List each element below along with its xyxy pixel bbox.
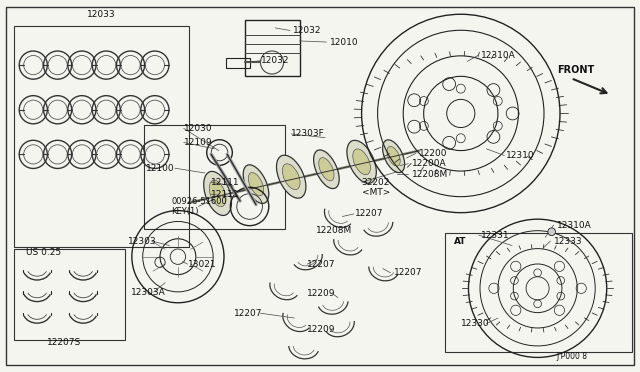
Text: FRONT: FRONT <box>557 65 594 75</box>
Text: 12200A: 12200A <box>412 159 446 168</box>
Ellipse shape <box>319 158 334 181</box>
Text: 12010: 12010 <box>330 38 358 46</box>
Text: KEY(1): KEY(1) <box>172 207 199 216</box>
Ellipse shape <box>204 171 232 215</box>
Bar <box>14 26 189 247</box>
Ellipse shape <box>243 165 269 203</box>
Text: 12111: 12111 <box>211 190 240 199</box>
Text: 12208M: 12208M <box>316 226 352 235</box>
Text: 12208M: 12208M <box>412 170 448 179</box>
Text: 12033: 12033 <box>87 10 115 19</box>
Text: 12330: 12330 <box>461 319 490 328</box>
Ellipse shape <box>282 164 300 190</box>
Bar <box>445 232 632 352</box>
Ellipse shape <box>314 150 339 189</box>
Text: 12207: 12207 <box>234 309 262 318</box>
Text: 12310A: 12310A <box>481 51 516 60</box>
Ellipse shape <box>248 173 264 196</box>
Bar <box>144 125 285 229</box>
Text: 13021: 13021 <box>188 260 216 269</box>
Text: 12032: 12032 <box>261 56 290 65</box>
Text: 12303F: 12303F <box>291 129 325 138</box>
Text: 12111: 12111 <box>211 178 240 187</box>
Text: US 0.25: US 0.25 <box>26 248 61 257</box>
Text: 12207: 12207 <box>307 260 336 269</box>
Text: J P000 8: J P000 8 <box>557 352 588 360</box>
Text: 12333: 12333 <box>554 237 582 246</box>
Text: 12109: 12109 <box>184 138 212 147</box>
Text: 12303: 12303 <box>128 237 157 246</box>
Text: 12207: 12207 <box>394 268 422 277</box>
Text: 12032: 12032 <box>293 26 322 35</box>
Bar <box>226 58 250 68</box>
Text: 00926-51600: 00926-51600 <box>172 197 227 206</box>
Ellipse shape <box>347 140 376 183</box>
Text: 12207: 12207 <box>355 209 384 218</box>
Circle shape <box>548 228 556 235</box>
Text: 12303A: 12303A <box>131 288 166 296</box>
Bar <box>245 20 300 76</box>
Bar <box>14 249 125 340</box>
Text: <MT>: <MT> <box>362 188 390 197</box>
Text: 12200: 12200 <box>419 149 448 158</box>
Text: 32202: 32202 <box>362 178 390 187</box>
Text: 12310A: 12310A <box>557 221 591 230</box>
Ellipse shape <box>353 149 371 175</box>
Text: 12100: 12100 <box>146 164 175 173</box>
Text: 12209: 12209 <box>307 289 336 298</box>
Ellipse shape <box>387 147 400 166</box>
Ellipse shape <box>209 180 226 207</box>
Text: 12207S: 12207S <box>47 339 81 347</box>
Text: 12209: 12209 <box>307 326 336 334</box>
Ellipse shape <box>276 155 306 198</box>
Text: AT: AT <box>454 237 467 246</box>
Text: 12030: 12030 <box>184 124 212 133</box>
Text: 12310: 12310 <box>506 151 534 160</box>
Text: 12331: 12331 <box>481 231 510 240</box>
Ellipse shape <box>383 140 404 173</box>
